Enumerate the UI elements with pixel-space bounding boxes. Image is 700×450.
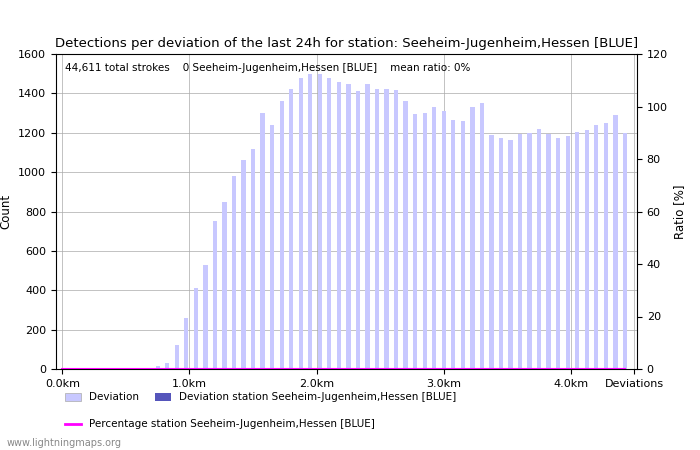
Bar [537, 129, 541, 369]
Bar [308, 74, 312, 369]
Bar [299, 78, 303, 369]
Bar [318, 74, 322, 369]
Bar [260, 113, 265, 369]
Bar [423, 113, 427, 369]
Bar [223, 202, 227, 369]
Bar [403, 101, 408, 369]
Bar [194, 288, 198, 369]
Title: Detections per deviation of the last 24h for station: Seeheim-Jugenheim,Hessen [: Detections per deviation of the last 24h… [55, 37, 638, 50]
Bar [279, 101, 284, 369]
Bar [432, 107, 436, 369]
Bar [527, 133, 532, 369]
Bar [566, 136, 570, 369]
Bar [394, 90, 398, 369]
Bar [365, 84, 370, 369]
Bar [174, 346, 179, 369]
Bar [489, 135, 493, 369]
Bar [470, 107, 475, 369]
Bar [518, 134, 522, 369]
Bar [346, 84, 351, 369]
Bar [623, 133, 627, 369]
Bar [613, 115, 617, 369]
Bar [480, 103, 484, 369]
Bar [575, 132, 580, 369]
Bar [375, 90, 379, 369]
Bar [203, 265, 207, 369]
Y-axis label: Ratio [%]: Ratio [%] [673, 184, 687, 239]
Bar [508, 140, 512, 369]
Bar [442, 111, 446, 369]
Y-axis label: Count: Count [0, 194, 13, 229]
Text: www.lightningmaps.org: www.lightningmaps.org [7, 438, 122, 448]
Bar [270, 125, 274, 369]
Bar [384, 90, 388, 369]
Bar [461, 121, 465, 369]
Bar [241, 160, 246, 369]
Bar [165, 363, 169, 369]
Bar [155, 366, 160, 369]
Bar [213, 221, 217, 369]
Bar [184, 318, 188, 369]
Bar [594, 125, 598, 369]
Bar [413, 114, 417, 369]
Bar [327, 78, 332, 369]
Bar [451, 120, 456, 369]
Bar [337, 81, 341, 369]
Bar [146, 368, 150, 369]
Bar [556, 138, 560, 369]
Text: 44,611 total strokes    0 Seeheim-Jugenheim,Hessen [BLUE]    mean ratio: 0%: 44,611 total strokes 0 Seeheim-Jugenheim… [64, 63, 470, 73]
Bar [251, 149, 256, 369]
Legend: Deviation, Deviation station Seeheim-Jugenheim,Hessen [BLUE]: Deviation, Deviation station Seeheim-Jug… [61, 388, 461, 406]
Bar [289, 90, 293, 369]
Bar [603, 123, 608, 369]
Bar [356, 91, 360, 369]
Bar [499, 138, 503, 369]
Legend: Percentage station Seeheim-Jugenheim,Hessen [BLUE]: Percentage station Seeheim-Jugenheim,Hes… [61, 415, 379, 433]
Bar [232, 176, 236, 369]
Bar [584, 130, 589, 369]
Bar [547, 134, 551, 369]
